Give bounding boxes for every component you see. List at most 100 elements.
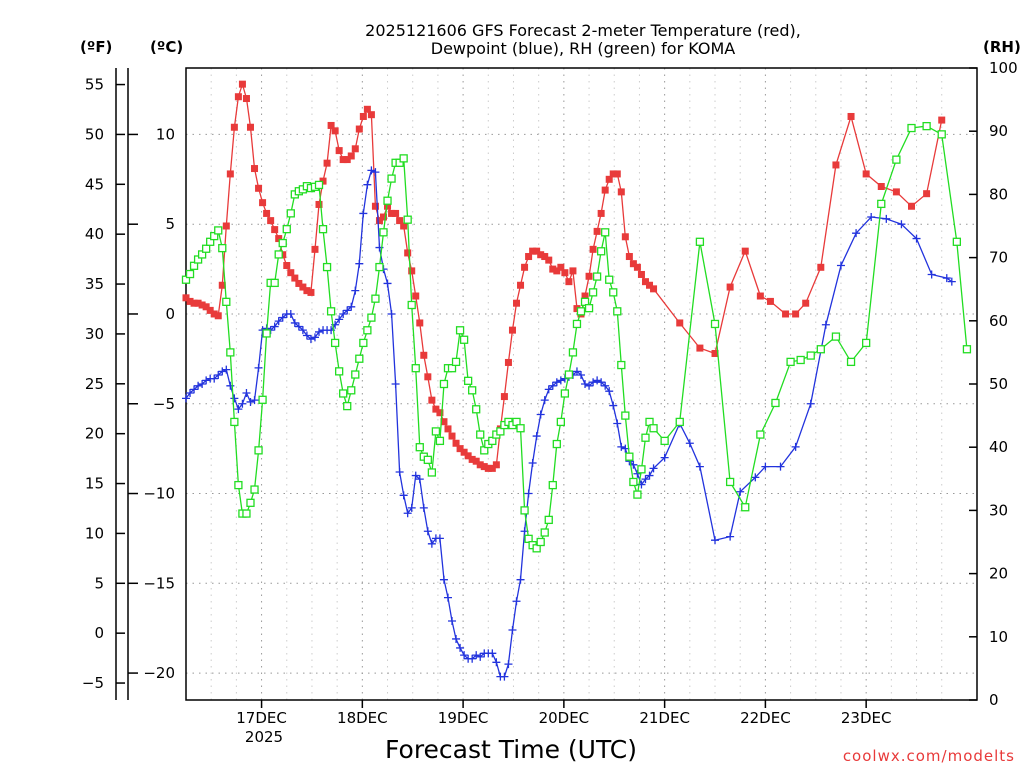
f-tick-label: 25 [85,375,104,393]
rh-point [862,338,871,348]
rh-point [343,401,352,411]
rh-point [339,389,348,398]
rh-point [584,304,594,313]
temperature-point [448,432,456,440]
c-tick-label: −15 [143,574,175,592]
temperature-point [210,310,218,318]
rh-point [282,225,291,234]
temperature-point [311,245,319,253]
dewpoint-point [508,625,517,634]
rh-point [710,319,720,329]
dewpoint-point [548,381,557,390]
series-line [185,169,953,678]
rh-tick-label: 50 [989,375,1008,393]
temperature-point [299,283,307,291]
temperature-point [641,278,649,286]
dewpoint-point [613,419,622,428]
rh-point [846,357,856,367]
temperature-point [420,351,428,359]
dewpoint-point [572,367,581,376]
dewpoint-point [198,380,207,388]
dewpoint-point [210,374,219,383]
temperature-point [327,121,335,129]
rh-point [572,319,582,329]
temperature-point [384,202,392,210]
dewpoint-point [194,381,203,390]
dewpoint-point [472,651,481,660]
dewpoint-point [601,381,610,390]
dewpoint-point [335,315,344,324]
rh-point [601,228,610,237]
rh-point [771,398,780,408]
dewpoint-point [218,367,227,376]
temperature-point [238,80,246,88]
dewpoint-point [423,527,432,536]
temperature-point [756,292,764,300]
rh-point [270,278,279,288]
temperature-point [938,116,946,124]
temperature-point [609,170,617,178]
dewpoint-point [544,385,553,394]
dewpoint-point [391,380,400,388]
temperature-point [267,217,275,225]
dewpoint-point [383,279,392,288]
rh-point [278,238,287,248]
x-tick-label: 20DEC [539,709,590,727]
rh-point [786,357,795,367]
rh-point [403,215,412,224]
temperature-point [585,272,593,280]
rh-point [262,329,271,338]
rh-point [318,225,328,234]
dewpoint-point [460,651,469,660]
temperature-point [323,159,331,167]
temperature-point [923,190,931,198]
dewpoint-point [500,672,509,681]
dewpoint-point [387,309,396,318]
dewpoint-point [230,394,239,403]
temperature-point [908,202,916,210]
temperature-point [569,267,577,275]
dewpoint-point [552,378,561,387]
rh-point [617,360,626,370]
temperature-point [412,292,420,300]
rh-point [725,477,735,487]
temperature-point [877,183,885,190]
f-tick-label: 50 [85,125,104,143]
temperature-point [355,125,363,133]
temperature-point [218,281,226,289]
temperature-point [242,95,250,103]
temperature-point [424,373,432,381]
rh-tick-label: 70 [989,249,1008,267]
dewpoint-point [306,335,315,344]
dewpoint-point [536,410,545,419]
rh-point [592,272,602,281]
dewpoint-point [403,509,412,518]
dewpoint-point [290,318,299,327]
temperature-point [283,262,291,269]
dewpoint-point [310,333,319,342]
dewpoint-point [270,322,279,331]
dewpoint-point [343,306,352,315]
rh-point [756,430,765,439]
dewpoint-point [363,180,372,189]
rh-point [831,332,841,341]
temperature-point [182,294,190,302]
temperature-point [617,188,625,196]
rh-point [383,196,392,205]
dewpoint-point [238,399,247,408]
rh-tick-label: 30 [989,501,1008,519]
temperature-point [541,253,549,261]
rh-point [431,427,441,436]
rh-point [922,121,931,131]
rh-tick-label: 90 [989,122,1008,140]
rh-point [605,275,614,284]
temperature-point [484,464,492,472]
temperature-point [452,439,460,447]
temperature-point [597,209,605,217]
temperature-point [271,226,279,234]
dewpoint-point [371,168,380,177]
c-tick-label: 5 [165,215,175,233]
dewpoint-point [226,381,235,390]
rh-point [355,354,364,363]
